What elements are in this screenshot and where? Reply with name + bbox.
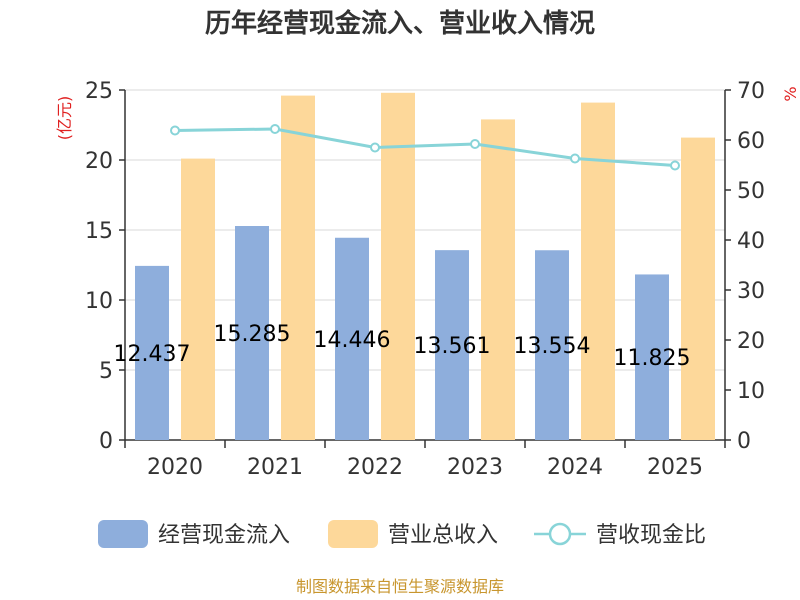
- legend-marker-2: [548, 522, 572, 546]
- y-right-tick-label-6: 60: [737, 129, 765, 154]
- line-point-4: [570, 153, 580, 164]
- data-label-1: 15.285: [214, 322, 291, 347]
- legend-swatch-0: [98, 520, 148, 548]
- bar-s0-2: [335, 237, 369, 440]
- x-tick-label-3: 2023: [447, 455, 503, 480]
- y-right-tick-label-1: 10: [737, 379, 765, 404]
- legend: 经营现金流入 营业总收入 营收现金比: [98, 520, 706, 548]
- legend-label-0: 经营现金流入: [158, 523, 290, 548]
- bar-s0-3: [435, 250, 469, 440]
- chart-title: 历年经营现金流入、营业收入情况: [205, 8, 595, 39]
- bar-s1-5: [681, 137, 715, 440]
- y-left-tick-label-3: 15: [85, 219, 113, 244]
- bar-s0-4: [535, 250, 569, 440]
- y-right-tick-label-2: 20: [737, 329, 765, 354]
- data-label-3: 13.561: [414, 334, 491, 359]
- x-tick-label-0: 2020: [147, 455, 203, 480]
- data-labels: 12.437 15.285 14.446 13.561 13.554 11.825: [114, 322, 691, 371]
- line-point-1: [270, 124, 280, 134]
- source-note: 制图数据来自恒生聚源数据库: [296, 577, 504, 596]
- x-tick-label-2: 2022: [347, 455, 403, 480]
- y-right-tick-label-7: 70: [737, 79, 765, 104]
- data-label-2: 14.446: [314, 328, 391, 353]
- line-point-3: [470, 139, 480, 149]
- y-right-tick-label-3: 30: [737, 279, 765, 304]
- data-label-4: 13.554: [514, 334, 591, 359]
- x-tick-label-5: 2025: [647, 455, 703, 480]
- line-path: [174, 127, 676, 167]
- x-tick-label-1: 2021: [247, 455, 303, 480]
- legend-label-2: 营收现金比: [596, 523, 706, 548]
- bar-s0-1: [235, 226, 269, 440]
- y-left-tick-label-0: 0: [99, 429, 113, 454]
- legend-label-1: 营业总收入: [388, 523, 498, 548]
- data-label-0: 12.437: [114, 342, 191, 367]
- y-right-tick-label-5: 50: [737, 179, 765, 204]
- bar-s1-2: [381, 92, 415, 441]
- data-label-5: 11.825: [614, 346, 691, 371]
- bar-s1-1: [281, 95, 315, 440]
- line-point-5: [670, 160, 680, 171]
- y-left-tick-label-5: 25: [85, 79, 113, 104]
- bar-s1-4: [581, 102, 615, 440]
- y-left-tick-label-2: 10: [85, 289, 113, 314]
- y-left-tick-label-4: 20: [85, 149, 113, 174]
- y-right-tick-label-4: 40: [737, 229, 765, 254]
- line-point-2: [370, 142, 380, 153]
- y-right-tick-label-0: 0: [737, 429, 751, 454]
- bar-s0-0: [135, 265, 169, 440]
- bar-s1-0: [181, 158, 215, 440]
- x-tick-label-4: 2024: [547, 455, 603, 480]
- y-left-axis-label: (亿元): [55, 96, 74, 141]
- legend-swatch-1: [328, 520, 378, 548]
- y-left-tick-label-1: 5: [99, 359, 113, 384]
- bar-s0-5: [635, 274, 669, 440]
- line-point-0: [170, 125, 180, 136]
- bar-s1-3: [481, 119, 515, 441]
- y-right-axis-label: %: [781, 86, 800, 101]
- line-series: [170, 124, 680, 171]
